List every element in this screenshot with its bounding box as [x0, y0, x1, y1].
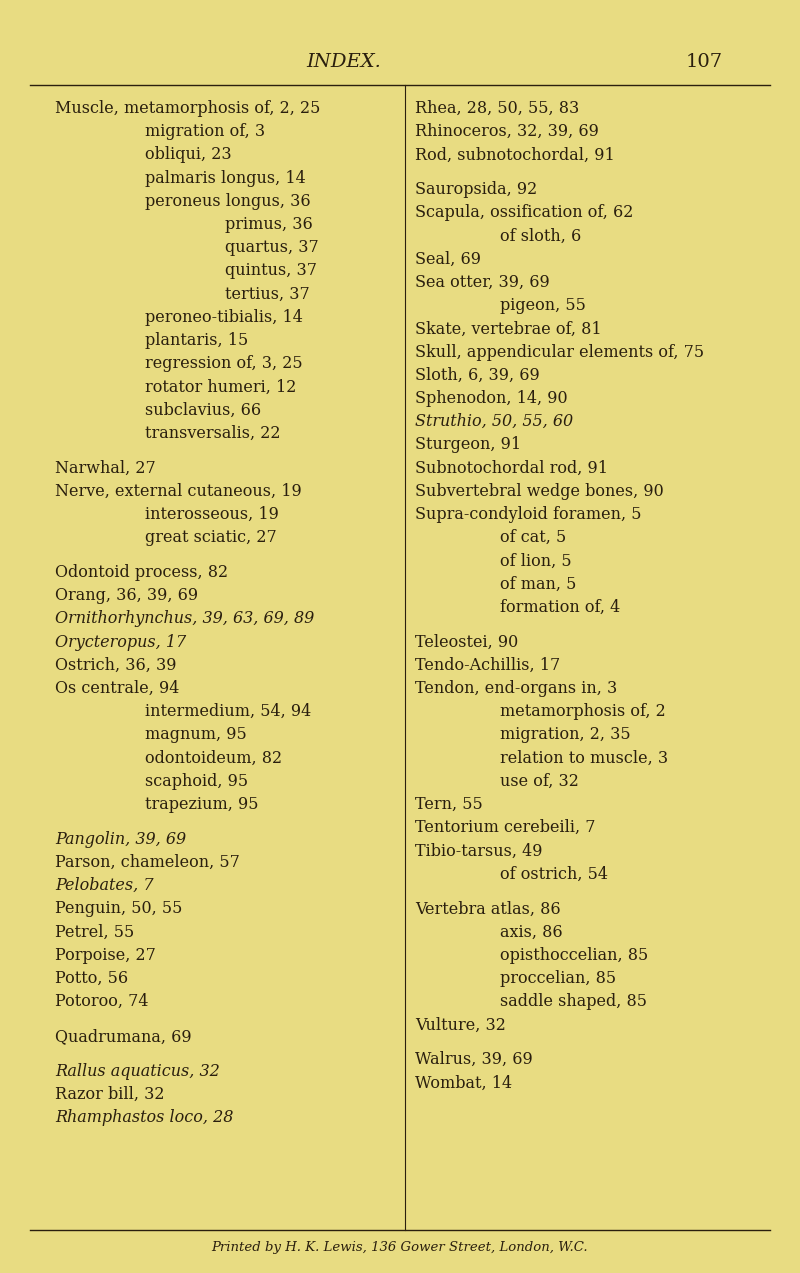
Text: Scapula, ossification of, 62: Scapula, ossification of, 62: [415, 205, 634, 222]
Text: Parson, chameleon, 57: Parson, chameleon, 57: [55, 854, 240, 871]
Text: Vulture, 32: Vulture, 32: [415, 1016, 506, 1034]
Text: migration of, 3: migration of, 3: [145, 123, 265, 140]
Text: Sauropsida, 92: Sauropsida, 92: [415, 181, 538, 199]
Text: Quadrumana, 69: Quadrumana, 69: [55, 1029, 192, 1045]
Text: Ornithorhynchus, 39, 63, 69, 89: Ornithorhynchus, 39, 63, 69, 89: [55, 610, 314, 628]
Text: Os centrale, 94: Os centrale, 94: [55, 680, 179, 698]
Text: obliqui, 23: obliqui, 23: [145, 146, 232, 163]
Text: Nerve, external cutaneous, 19: Nerve, external cutaneous, 19: [55, 482, 302, 500]
Text: Sphenodon, 14, 90: Sphenodon, 14, 90: [415, 390, 568, 407]
Text: axis, 86: axis, 86: [500, 924, 562, 941]
Text: subclavius, 66: subclavius, 66: [145, 401, 261, 419]
Text: rotator humeri, 12: rotator humeri, 12: [145, 378, 296, 396]
Text: Razor bill, 32: Razor bill, 32: [55, 1086, 165, 1102]
Text: peroneus longus, 36: peroneus longus, 36: [145, 192, 310, 210]
Text: Tibio-tarsus, 49: Tibio-tarsus, 49: [415, 843, 542, 859]
Text: Tendo-Achillis, 17: Tendo-Achillis, 17: [415, 657, 560, 673]
Text: interosseous, 19: interosseous, 19: [145, 505, 279, 523]
Text: primus, 36: primus, 36: [225, 216, 313, 233]
Text: Tern, 55: Tern, 55: [415, 796, 482, 813]
Text: odontoideum, 82: odontoideum, 82: [145, 750, 282, 766]
Text: saddle shaped, 85: saddle shaped, 85: [500, 993, 647, 1011]
Text: of cat, 5: of cat, 5: [500, 530, 566, 546]
Text: Supra-condyloid foramen, 5: Supra-condyloid foramen, 5: [415, 505, 642, 523]
Text: Petrel, 55: Petrel, 55: [55, 924, 134, 941]
Text: Pelobates, 7: Pelobates, 7: [55, 877, 154, 894]
Text: Sloth, 6, 39, 69: Sloth, 6, 39, 69: [415, 367, 540, 383]
Text: Potto, 56: Potto, 56: [55, 970, 128, 987]
Text: Wombat, 14: Wombat, 14: [415, 1074, 512, 1091]
Text: great sciatic, 27: great sciatic, 27: [145, 530, 277, 546]
Text: plantaris, 15: plantaris, 15: [145, 332, 248, 349]
Text: relation to muscle, 3: relation to muscle, 3: [500, 750, 668, 766]
Text: Odontoid process, 82: Odontoid process, 82: [55, 564, 228, 580]
Text: formation of, 4: formation of, 4: [500, 598, 620, 616]
Text: Rhea, 28, 50, 55, 83: Rhea, 28, 50, 55, 83: [415, 101, 579, 117]
Text: peroneo-tibialis, 14: peroneo-tibialis, 14: [145, 309, 303, 326]
Text: Narwhal, 27: Narwhal, 27: [55, 460, 156, 476]
Text: trapezium, 95: trapezium, 95: [145, 796, 258, 813]
Text: magnum, 95: magnum, 95: [145, 727, 246, 743]
Text: Porpoise, 27: Porpoise, 27: [55, 947, 156, 964]
Text: Subnotochordal rod, 91: Subnotochordal rod, 91: [415, 460, 608, 476]
Text: Penguin, 50, 55: Penguin, 50, 55: [55, 900, 182, 918]
Text: of ostrich, 54: of ostrich, 54: [500, 866, 608, 882]
Text: quintus, 37: quintus, 37: [225, 262, 317, 279]
Text: Struthio, 50, 55, 60: Struthio, 50, 55, 60: [415, 414, 573, 430]
Text: of sloth, 6: of sloth, 6: [500, 228, 582, 244]
Text: Sturgeon, 91: Sturgeon, 91: [415, 437, 521, 453]
Text: Orang, 36, 39, 69: Orang, 36, 39, 69: [55, 587, 198, 605]
Text: transversalis, 22: transversalis, 22: [145, 425, 281, 442]
Text: proccelian, 85: proccelian, 85: [500, 970, 616, 987]
Text: Printed by H. K. Lewis, 136 Gower Street, London, W.C.: Printed by H. K. Lewis, 136 Gower Street…: [212, 1241, 588, 1254]
Text: Subvertebral wedge bones, 90: Subvertebral wedge bones, 90: [415, 482, 664, 500]
Text: Rhamphastos loco, 28: Rhamphastos loco, 28: [55, 1109, 234, 1127]
Text: Sea otter, 39, 69: Sea otter, 39, 69: [415, 274, 550, 292]
Text: pigeon, 55: pigeon, 55: [500, 297, 586, 314]
Text: Rod, subnotochordal, 91: Rod, subnotochordal, 91: [415, 146, 614, 163]
Text: of lion, 5: of lion, 5: [500, 552, 572, 569]
Text: 107: 107: [686, 53, 722, 71]
Text: Vertebra atlas, 86: Vertebra atlas, 86: [415, 900, 561, 918]
Text: metamorphosis of, 2: metamorphosis of, 2: [500, 703, 666, 721]
Text: Tendon, end-organs in, 3: Tendon, end-organs in, 3: [415, 680, 618, 698]
Text: Seal, 69: Seal, 69: [415, 251, 481, 267]
Text: migration, 2, 35: migration, 2, 35: [500, 727, 630, 743]
Text: Tentorium cerebeili, 7: Tentorium cerebeili, 7: [415, 820, 595, 836]
Text: Rallus aquaticus, 32: Rallus aquaticus, 32: [55, 1063, 220, 1080]
Text: use of, 32: use of, 32: [500, 773, 579, 789]
Text: tertius, 37: tertius, 37: [225, 285, 310, 303]
Text: intermedium, 54, 94: intermedium, 54, 94: [145, 703, 311, 721]
Text: Pangolin, 39, 69: Pangolin, 39, 69: [55, 831, 186, 848]
Text: regression of, 3, 25: regression of, 3, 25: [145, 355, 302, 372]
Text: Rhinoceros, 32, 39, 69: Rhinoceros, 32, 39, 69: [415, 123, 599, 140]
Text: Teleostei, 90: Teleostei, 90: [415, 634, 518, 651]
Text: opisthoccelian, 85: opisthoccelian, 85: [500, 947, 648, 964]
Text: INDEX.: INDEX.: [306, 53, 382, 71]
Text: quartus, 37: quartus, 37: [225, 239, 318, 256]
Text: Ostrich, 36, 39: Ostrich, 36, 39: [55, 657, 177, 673]
Text: of man, 5: of man, 5: [500, 575, 576, 593]
Text: Skate, vertebrae of, 81: Skate, vertebrae of, 81: [415, 321, 602, 337]
Text: Walrus, 39, 69: Walrus, 39, 69: [415, 1051, 533, 1068]
Text: palmaris longus, 14: palmaris longus, 14: [145, 169, 306, 187]
Text: scaphoid, 95: scaphoid, 95: [145, 773, 248, 789]
Text: Orycteropus, 17: Orycteropus, 17: [55, 634, 186, 651]
Text: Muscle, metamorphosis of, 2, 25: Muscle, metamorphosis of, 2, 25: [55, 101, 320, 117]
Text: Potoroo, 74: Potoroo, 74: [55, 993, 149, 1011]
Text: Skull, appendicular elements of, 75: Skull, appendicular elements of, 75: [415, 344, 704, 360]
